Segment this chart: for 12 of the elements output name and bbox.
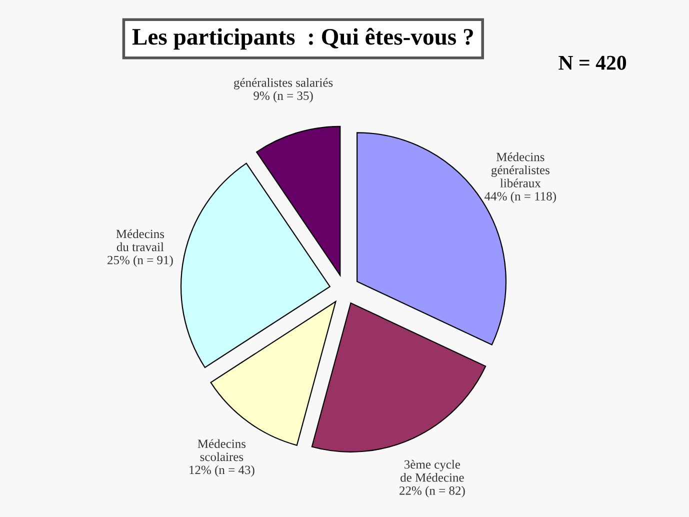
data-label: 9% (n = 35) (254, 91, 313, 102)
data-label: 25% (n = 91) (108, 255, 173, 267)
data-label: 44% (n = 118) (484, 192, 556, 204)
chart-title: Les participants : Qui êtes-vous ? (132, 28, 473, 50)
slice-label: Médecins généralistes libéraux (491, 152, 550, 188)
data-label: 12% (n = 43) (190, 465, 254, 477)
text: N = 420 (558, 56, 626, 70)
data-label: 22% (n = 82) (400, 486, 465, 498)
slice-label: 3ème cycle de Médecine (400, 460, 464, 482)
slice-label: Médecins scolaires (198, 439, 246, 462)
slice-label: Médecins du travail (116, 229, 164, 252)
slice-label: généralistes salariés (234, 78, 333, 90)
